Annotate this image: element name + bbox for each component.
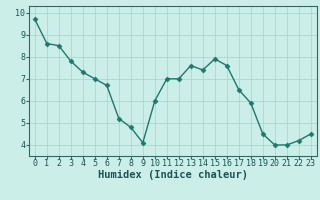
X-axis label: Humidex (Indice chaleur): Humidex (Indice chaleur) bbox=[98, 170, 248, 180]
